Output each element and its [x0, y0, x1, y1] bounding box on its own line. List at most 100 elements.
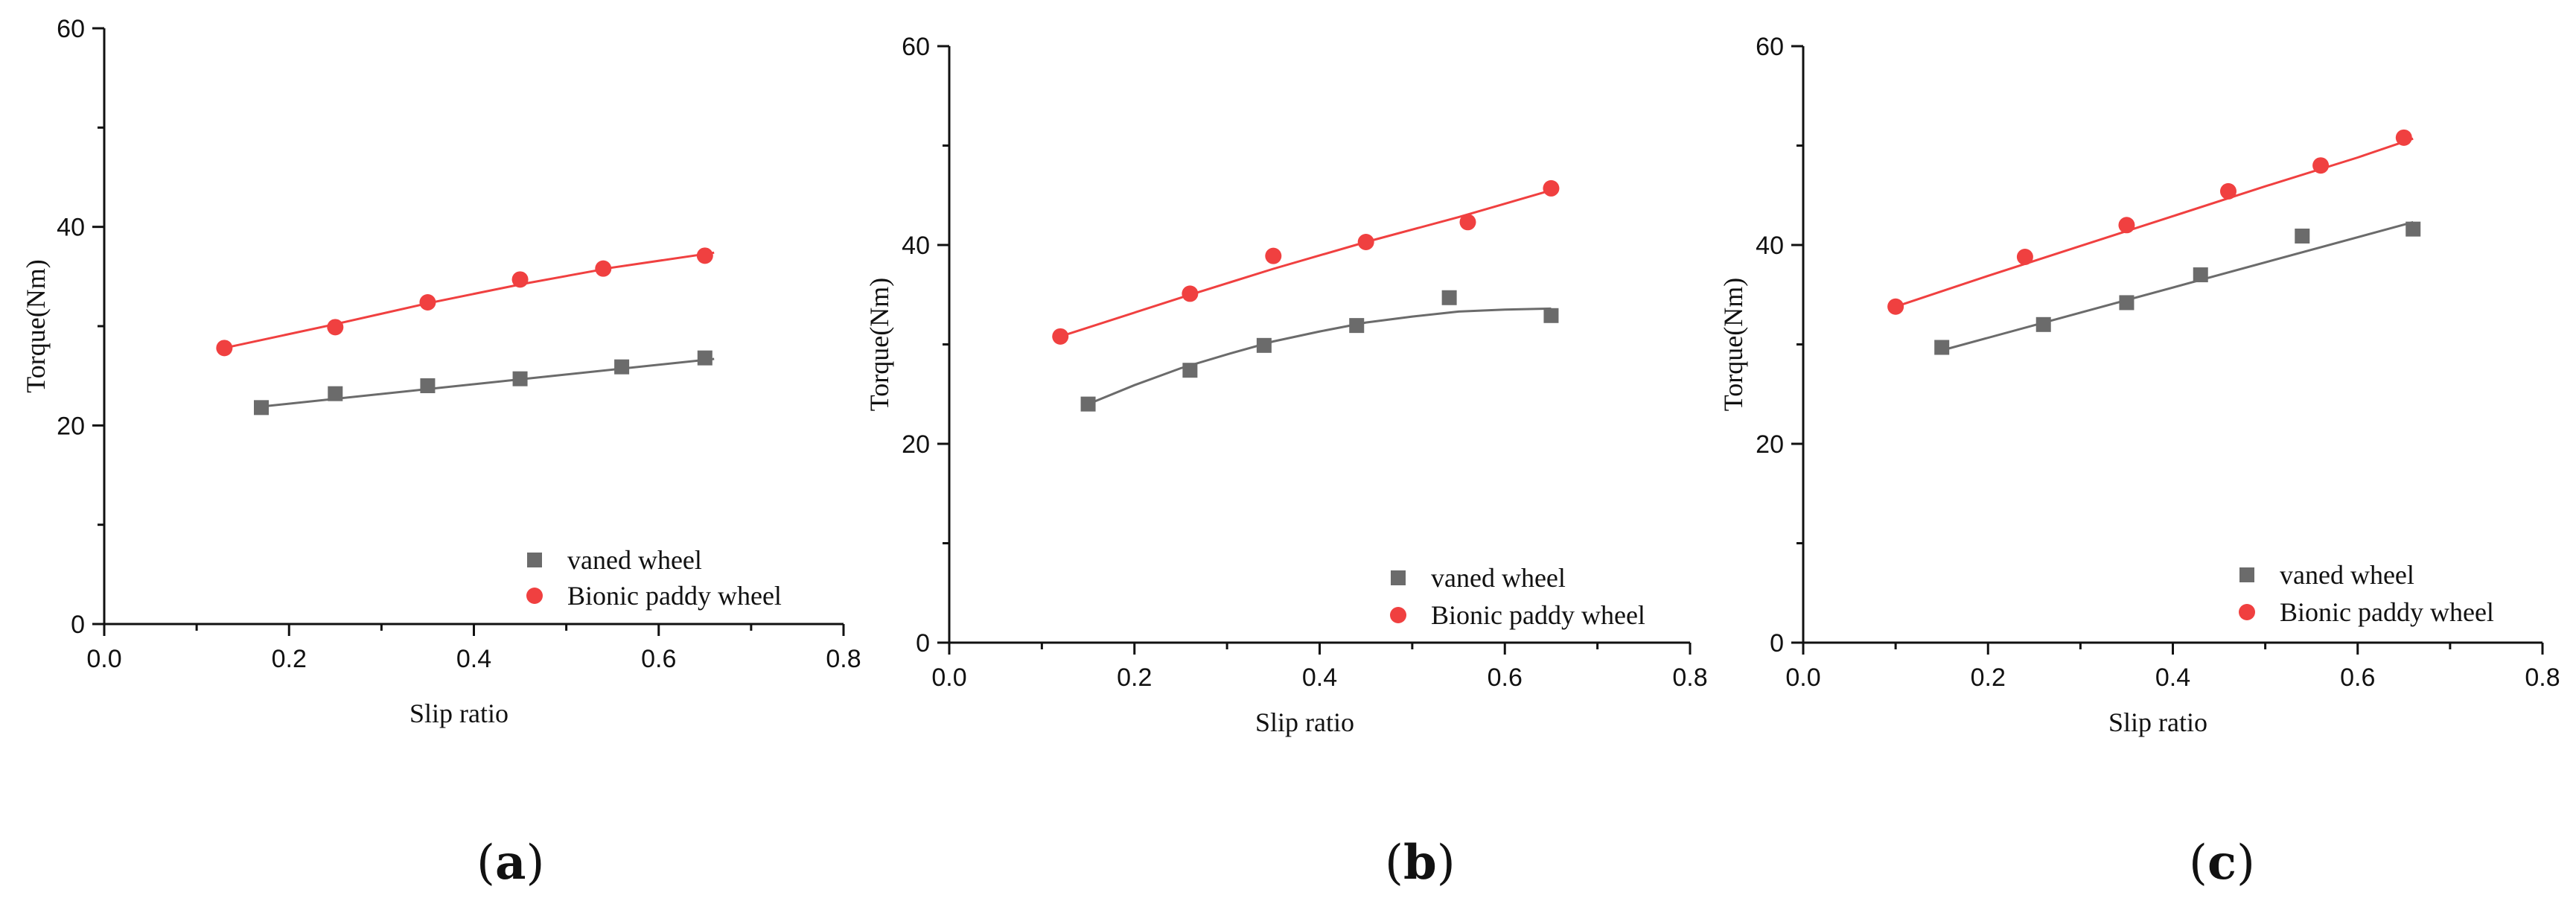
x-tick-label: 0.4	[1302, 663, 1337, 692]
panel-label: (c)	[2189, 835, 2255, 891]
legend-marker-vaned	[2239, 567, 2254, 582]
x-tick-label: 0.8	[2525, 663, 2560, 692]
legend-label-vaned: vaned wheel	[1431, 563, 1566, 593]
data-point-bionic	[595, 260, 612, 277]
y-axis-label: Torque(Nm)	[21, 259, 51, 392]
fit-line-vaned	[1941, 220, 2414, 351]
panel-paren-open: (	[476, 836, 495, 891]
fit-line-bionic	[1059, 189, 1552, 338]
data-point-vaned	[614, 359, 630, 375]
data-point-vaned	[420, 378, 436, 393]
data-point-vaned	[2295, 228, 2310, 244]
x-tick-label: 0.4	[2155, 663, 2190, 692]
data-point-bionic	[419, 294, 436, 311]
x-tick-label: 0.6	[641, 645, 676, 673]
y-tick-label: 40	[57, 214, 85, 242]
legend-label-vaned: vaned wheel	[2280, 560, 2414, 590]
fit-line-bionic	[1895, 137, 2414, 308]
x-tick-label: 0.8	[826, 645, 861, 673]
x-tick-label: 0.2	[272, 645, 307, 673]
data-point-vaned	[2035, 316, 2051, 332]
panel-paren-open: (	[1385, 836, 1403, 891]
panel-paren-close: )	[1437, 836, 1456, 891]
data-point-vaned	[2406, 221, 2421, 237]
x-tick-label: 0.0	[86, 645, 121, 673]
panel-paren-open: (	[2189, 836, 2207, 891]
panel-letter: a	[495, 835, 526, 891]
data-point-bionic	[1182, 285, 1199, 302]
x-tick-label: 0.0	[1785, 663, 1820, 692]
x-tick-label: 0.0	[931, 663, 966, 692]
data-point-vaned	[1256, 337, 1272, 353]
x-tick-label: 0.6	[1488, 663, 1523, 692]
data-point-bionic	[2219, 182, 2237, 200]
x-axis-label: Slip ratio	[2108, 707, 2207, 737]
panel-letter: b	[1403, 835, 1437, 891]
x-tick-label: 0.6	[2340, 663, 2375, 692]
data-point-bionic	[1265, 247, 1282, 264]
data-point-bionic	[2118, 217, 2135, 234]
y-tick-label: 40	[902, 232, 930, 260]
data-point-vaned	[697, 350, 712, 366]
y-tick-label: 60	[57, 15, 85, 43]
chart-panel-a: 0.0 0.2 0.4 0.6 0.8 0 20 40 60 Slip ratio Torque(N…	[21, 15, 861, 891]
y-tick-label: 60	[902, 33, 930, 61]
data-point-vaned	[1441, 290, 1457, 305]
data-point-bionic	[2395, 129, 2412, 146]
data-point-bionic	[511, 271, 529, 288]
y-axis-label: Torque(Nm)	[864, 278, 894, 411]
y-tick-label: 0	[71, 611, 85, 639]
chart-panel-b: 0.0 0.2 0.4 0.6 0.8 0 20 40 60 Slip ratio Torque(N…	[864, 33, 1708, 891]
legend-marker-bionic	[526, 588, 543, 604]
data-point-bionic	[1459, 214, 1476, 231]
data-point-vaned	[1543, 308, 1559, 323]
data-point-vaned	[254, 400, 270, 416]
panel-paren-close: )	[2237, 836, 2255, 891]
y-tick-label: 0	[916, 629, 930, 658]
y-tick-label: 20	[57, 412, 85, 440]
x-axis-label: Slip ratio	[409, 698, 508, 728]
data-point-vaned	[1080, 396, 1096, 412]
legend-label-bionic: Bionic paddy wheel	[2280, 597, 2494, 627]
x-tick-label: 0.8	[1672, 663, 1707, 692]
x-tick-label: 0.4	[456, 645, 491, 673]
y-axis-label: Torque(Nm)	[1718, 278, 1748, 411]
x-axis-label: Slip ratio	[1255, 707, 1354, 737]
chart-panel-c: 0.0 0.2 0.4 0.6 0.8 0 20 40 60 Slip ratio Torque(N…	[1718, 33, 2560, 891]
y-tick-label: 40	[1756, 232, 1784, 260]
data-point-vaned	[1349, 318, 1365, 334]
data-point-vaned	[512, 371, 528, 386]
data-point-bionic	[2016, 249, 2033, 266]
fit-line-bionic	[224, 251, 715, 349]
data-point-bionic	[1357, 233, 1374, 250]
data-point-vaned	[328, 386, 343, 401]
legend-marker-vaned	[1391, 570, 1406, 585]
legend-marker-bionic	[2239, 604, 2255, 620]
panel-paren-close: )	[526, 836, 544, 891]
data-point-bionic	[2312, 157, 2330, 174]
y-tick-label: 20	[1756, 430, 1784, 459]
data-point-bionic	[1887, 298, 1904, 315]
panel-label: (a)	[476, 835, 544, 891]
x-tick-label: 0.2	[1971, 663, 2006, 692]
legend-marker-bionic	[1390, 607, 1406, 623]
x-tick-label: 0.2	[1117, 663, 1152, 692]
y-tick-label: 0	[1770, 629, 1784, 658]
data-point-bionic	[696, 247, 713, 264]
data-point-vaned	[2119, 295, 2135, 311]
data-point-bionic	[1052, 328, 1069, 345]
legend-label-bionic: Bionic paddy wheel	[567, 581, 782, 611]
legend-label-bionic: Bionic paddy wheel	[1431, 600, 1645, 630]
panel-letter: c	[2207, 835, 2237, 891]
y-tick-label: 20	[902, 430, 930, 459]
data-point-vaned	[2193, 267, 2208, 283]
panel-label: (b)	[1385, 835, 1456, 891]
data-point-bionic	[1543, 179, 1560, 197]
data-point-bionic	[216, 340, 233, 357]
data-point-vaned	[1182, 363, 1198, 378]
legend-label-vaned: vaned wheel	[567, 545, 702, 575]
data-point-bionic	[327, 319, 344, 336]
y-tick-label: 60	[1756, 33, 1784, 61]
data-point-vaned	[1934, 340, 1950, 355]
